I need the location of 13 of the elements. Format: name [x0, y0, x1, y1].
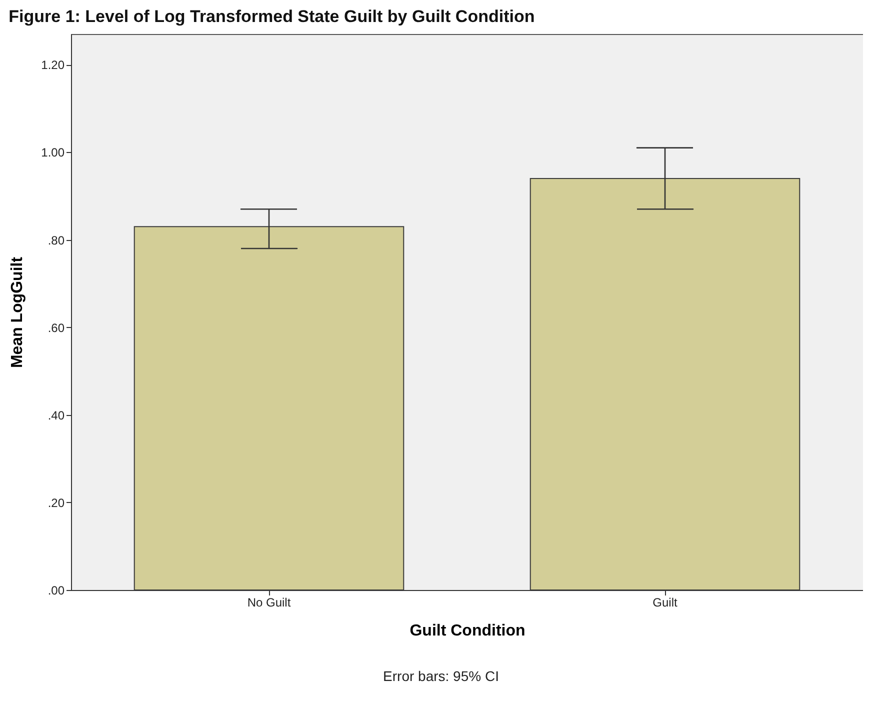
chart-title: Figure 1: Level of Log Transformed State Guilt by Guilt Condition	[8, 7, 535, 26]
y-tick-label: .00	[48, 584, 65, 598]
x-tick-label: No Guilt	[247, 596, 292, 610]
y-tick-label: .60	[48, 320, 65, 335]
text: Error bars: 95% CI	[382, 668, 500, 684]
y-tick-label: .20	[48, 496, 65, 510]
x-tick-label: Guilt	[652, 596, 678, 610]
y-tick-label: 1.00	[41, 146, 65, 160]
y-tick-label: .80	[48, 233, 65, 248]
x-axis-title: Guilt Condition	[410, 622, 526, 640]
y-axis-title: Mean LogGuilt	[9, 256, 26, 368]
y-tick-label: 1.20	[41, 58, 65, 72]
y-tick-label: .40	[48, 408, 65, 422]
